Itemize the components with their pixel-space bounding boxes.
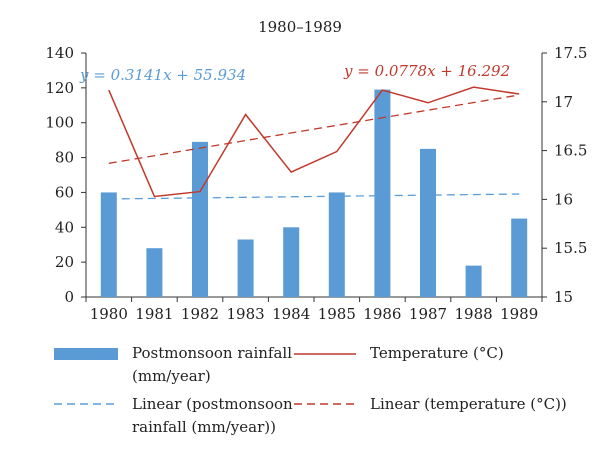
tick-labels: 0 20 40 60 80 100 120 140 15 15.5 16 16.5 17 17.5 1980…	[45, 44, 587, 323]
legend-label-rain-trend-1: Linear (postmonsoon	[132, 395, 293, 413]
y-right-tick-label: 17	[554, 93, 573, 111]
legend-label-temp-trend: Linear (temperature (°C))	[370, 395, 567, 413]
temp-trend-line	[108, 94, 520, 164]
bar-rainfall-1989	[511, 218, 528, 297]
x-tick-label: 1983	[227, 305, 265, 323]
legend-swatch-rainfall	[54, 348, 118, 360]
bars	[100, 89, 528, 297]
bar-rainfall-1984	[283, 227, 300, 297]
x-tick-label: 1987	[409, 305, 447, 323]
x-tick-label: 1984	[272, 305, 310, 323]
y-left-tick-label: 60	[55, 183, 74, 201]
temperature-line-group	[108, 86, 520, 198]
bar-rainfall-1986	[374, 89, 391, 297]
y-right-tick-label: 15.5	[554, 239, 587, 257]
y-left-tick-label: 120	[45, 79, 74, 97]
rain-trend-equation: y = 0.3141x + 55.934	[79, 66, 246, 84]
rain-trend-line	[108, 193, 520, 200]
y-right-tick-label: 16.5	[554, 142, 587, 160]
legend-label-rain-trend-2: rainfall (mm/year))	[132, 418, 276, 436]
y-left-tick-label: 100	[45, 114, 74, 132]
legend-label-rainfall-1: Postmonsoon rainfall	[132, 344, 292, 362]
y-left-tick-label: 0	[64, 288, 74, 306]
x-tick-label: 1980	[90, 305, 128, 323]
x-tick-label: 1985	[318, 305, 356, 323]
temperature-line	[108, 86, 520, 198]
x-tick-label: 1982	[181, 305, 219, 323]
legend: Postmonsoon rainfall (mm/year) Temperatu…	[54, 344, 567, 436]
x-tick-label: 1981	[135, 305, 173, 323]
y-right-tick-label: 17.5	[554, 44, 587, 62]
temp-trend-equation: y = 0.0778x + 16.292	[343, 62, 510, 80]
bar-rainfall-1980	[100, 192, 117, 297]
y-left-tick-label: 140	[45, 44, 74, 62]
legend-label-rainfall-2: (mm/year)	[132, 367, 211, 385]
y-left-tick-label: 40	[55, 218, 74, 236]
x-tick-label: 1986	[363, 305, 401, 323]
y-right-tick-label: 16	[554, 190, 573, 208]
bar-rainfall-1985	[328, 192, 345, 297]
bar-rainfall-1987	[420, 148, 436, 297]
legend-label-temperature: Temperature (°C)	[370, 344, 504, 362]
bar-rainfall-1981	[146, 248, 163, 297]
trend-lines	[108, 94, 520, 200]
bar-rainfall-1982	[192, 141, 208, 297]
y-right-tick-label: 15	[554, 288, 573, 306]
x-tick-label: 1989	[500, 305, 538, 323]
chart-title: 1980–1989	[258, 18, 342, 36]
y-left-tick-label: 20	[55, 253, 74, 271]
x-tick-label: 1988	[455, 305, 493, 323]
bar-rainfall-1983	[237, 239, 254, 297]
y-left-tick-label: 80	[55, 149, 74, 167]
bar-rainfall-1988	[465, 265, 482, 297]
